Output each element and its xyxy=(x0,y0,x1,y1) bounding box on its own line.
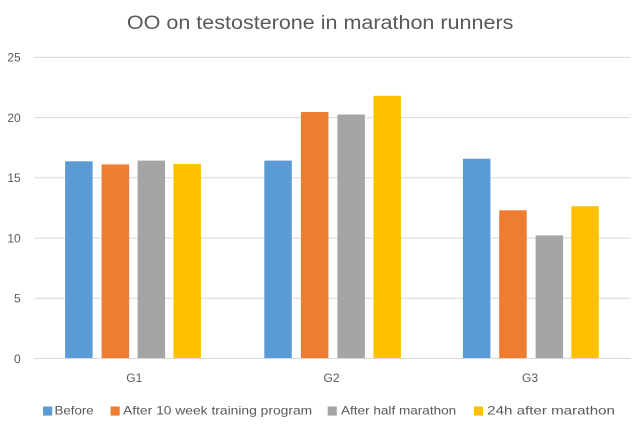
svg-text:0: 0 xyxy=(14,352,21,366)
svg-text:OO on testosterone in marathon: OO on testosterone in marathon runners xyxy=(127,13,514,34)
svg-text:G3: G3 xyxy=(522,371,538,385)
svg-text:G2: G2 xyxy=(323,371,339,385)
svg-text:G1: G1 xyxy=(126,371,142,385)
svg-text:5: 5 xyxy=(14,292,21,306)
svg-text:After 10 week training program: After 10 week training program xyxy=(123,403,312,417)
svg-text:Before: Before xyxy=(55,403,95,417)
svg-text:10: 10 xyxy=(7,231,21,245)
svg-text:15: 15 xyxy=(7,171,21,185)
svg-text:24h after marathon: 24h after marathon xyxy=(487,403,615,417)
svg-text:After half marathon: After half marathon xyxy=(341,403,456,417)
svg-text:20: 20 xyxy=(7,111,21,125)
svg-text:25: 25 xyxy=(7,51,21,65)
